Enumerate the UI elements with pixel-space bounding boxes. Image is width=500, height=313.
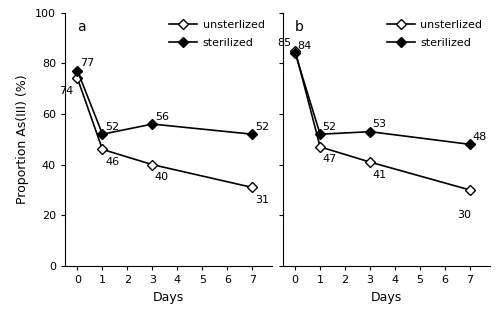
sterilized [250,132,256,136]
Text: 85: 85 [278,38,291,48]
Legend: unsterlized, sterilized: unsterlized, sterilized [167,18,267,50]
X-axis label: Days: Days [370,291,402,304]
sterilized [292,51,298,55]
Legend: unsterlized, sterilized: unsterlized, sterilized [384,18,484,50]
sterilized [317,132,323,136]
Y-axis label: Proportion As(III) (%): Proportion As(III) (%) [16,74,30,204]
unsterlized [250,186,256,189]
sterilized [74,69,80,73]
Line: unsterlized: unsterlized [292,47,474,193]
unsterlized [292,49,298,53]
Text: b: b [295,20,304,34]
Text: 52: 52 [322,122,337,132]
Text: 77: 77 [80,58,94,68]
Text: 31: 31 [255,195,269,205]
Text: 46: 46 [105,157,119,167]
unsterlized [317,145,323,149]
sterilized [150,122,156,126]
Text: a: a [78,20,86,34]
Text: 52: 52 [255,122,269,132]
sterilized [367,130,373,134]
X-axis label: Days: Days [153,291,184,304]
Text: 48: 48 [472,132,487,142]
Text: 84: 84 [298,41,312,51]
Text: 53: 53 [372,119,386,129]
unsterlized [74,77,80,80]
unsterlized [150,163,156,167]
Text: 30: 30 [458,210,471,220]
Text: 74: 74 [60,86,74,96]
Text: 41: 41 [372,170,386,180]
Text: 40: 40 [155,172,169,182]
Text: 56: 56 [155,111,169,121]
unsterlized [467,188,473,192]
Text: 52: 52 [105,122,119,132]
sterilized [467,142,473,146]
Text: 47: 47 [322,155,337,165]
Line: unsterlized: unsterlized [74,75,256,191]
unsterlized [100,147,105,151]
sterilized [100,132,105,136]
Line: sterilized: sterilized [74,67,256,138]
Line: sterilized: sterilized [292,50,474,148]
unsterlized [367,160,373,164]
